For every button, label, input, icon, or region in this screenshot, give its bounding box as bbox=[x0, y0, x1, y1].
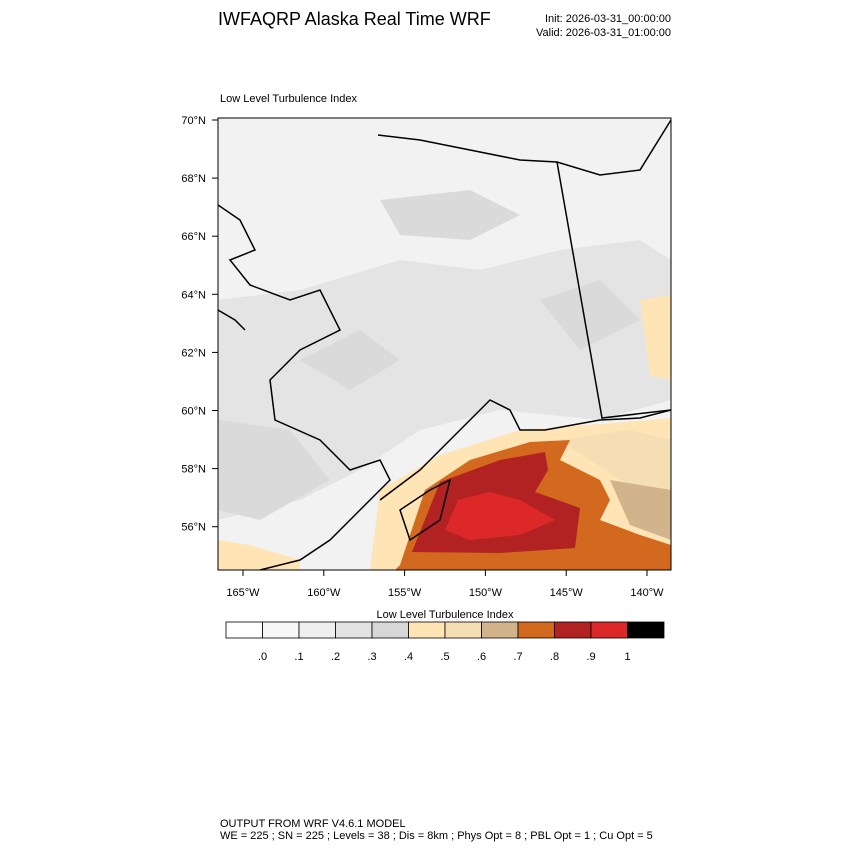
map-frame bbox=[217, 117, 672, 571]
colorbar-label: .6 bbox=[477, 651, 486, 663]
colorbar-box bbox=[225, 621, 263, 639]
colorbar: .0 .1 .2 .3 .4 .5 .6 .7 .8 .9 1 bbox=[225, 621, 665, 663]
colorbar-box bbox=[262, 621, 300, 639]
colorbar-box bbox=[517, 621, 555, 639]
lat-label: 70°N bbox=[181, 115, 206, 127]
lat-label: 62°N bbox=[181, 347, 206, 359]
colorbar-label: 1 bbox=[624, 651, 630, 663]
init-time: Init: 2026-03-31_00:00:00 bbox=[545, 13, 671, 25]
colorbar-title: Low Level Turbulence Index bbox=[377, 609, 514, 621]
colorbar-label: .5 bbox=[440, 651, 449, 663]
field-wheat bbox=[560, 430, 671, 500]
lon-label: 160°W bbox=[307, 587, 341, 599]
colorbar-label: .2 bbox=[331, 651, 340, 663]
colorbar-label: .4 bbox=[404, 651, 413, 663]
field-tan bbox=[610, 480, 671, 540]
lat-label: 60°N bbox=[181, 406, 206, 418]
footer-line: WE = 225 ; SN = 225 ; Levels = 38 ; Dis … bbox=[220, 830, 653, 842]
colorbar-box bbox=[481, 621, 519, 639]
colorbar-label: .7 bbox=[513, 651, 522, 663]
colorbar-label: .9 bbox=[586, 651, 595, 663]
colorbar-box bbox=[444, 621, 482, 639]
lon-label: 140°W bbox=[630, 587, 664, 599]
colorbar-label: .8 bbox=[550, 651, 559, 663]
colorbar-box bbox=[371, 621, 409, 639]
colorbar-box bbox=[627, 621, 665, 639]
lat-label: 64°N bbox=[181, 289, 206, 301]
coastlines bbox=[218, 119, 671, 570]
map bbox=[217, 117, 672, 571]
colorbar-box bbox=[298, 621, 336, 639]
colorbar-box bbox=[335, 621, 373, 639]
lon-label: 150°W bbox=[469, 587, 503, 599]
field-red bbox=[445, 492, 555, 540]
lon-label: 145°W bbox=[550, 587, 584, 599]
colorbar-label: .3 bbox=[367, 651, 376, 663]
axis-labels: 70°N 68°N 66°N 64°N 62°N 60°N 58°N 56°N 165°W 160… bbox=[181, 115, 664, 599]
valid-time: Valid: 2026-03-31_01:00:00 bbox=[536, 27, 671, 39]
field-gray-dark bbox=[218, 190, 640, 520]
lat-label: 56°N bbox=[181, 522, 206, 534]
lon-label: 155°W bbox=[388, 587, 422, 599]
colorbar-label: .1 bbox=[294, 651, 303, 663]
lat-label: 66°N bbox=[181, 231, 206, 243]
map-title: Low Level Turbulence Index bbox=[220, 93, 357, 105]
colorbar-box bbox=[554, 621, 592, 639]
lat-label: 58°N bbox=[181, 464, 206, 476]
lon-label: 165°W bbox=[226, 587, 260, 599]
footer-line: OUTPUT FROM WRF V4.6.1 MODEL bbox=[220, 818, 406, 830]
colorbar-box bbox=[590, 621, 628, 639]
colorbar-box bbox=[408, 621, 446, 639]
lat-label: 68°N bbox=[181, 173, 206, 185]
title: IWFAQRP Alaska Real Time WRF bbox=[218, 9, 491, 29]
colorbar-label: .0 bbox=[258, 651, 267, 663]
